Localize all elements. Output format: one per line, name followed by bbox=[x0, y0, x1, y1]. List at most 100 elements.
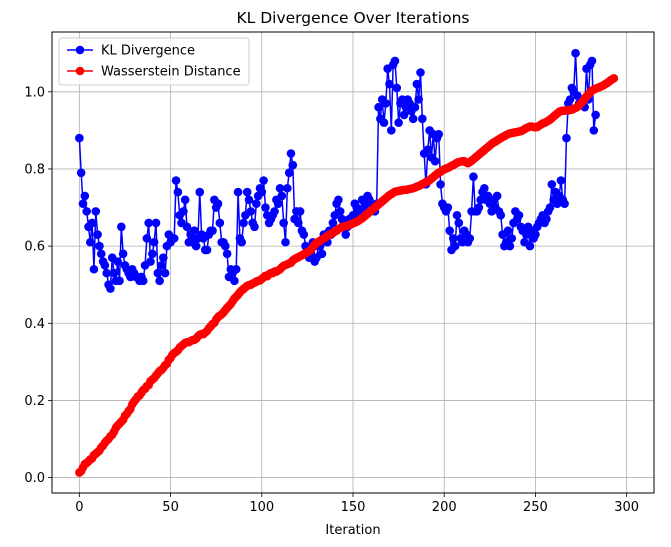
data-point bbox=[75, 133, 84, 143]
legend: KL Divergence Wasserstein Distance bbox=[58, 37, 250, 86]
data-point bbox=[571, 48, 580, 58]
series-wasserstein-distance bbox=[75, 73, 619, 477]
legend-marker bbox=[75, 66, 85, 76]
data-point bbox=[545, 203, 555, 212]
data-point bbox=[412, 79, 422, 89]
data-point bbox=[261, 203, 270, 212]
data-point bbox=[257, 187, 267, 197]
data-point bbox=[153, 268, 163, 278]
data-point bbox=[171, 176, 181, 185]
x-tick-label: 150 bbox=[341, 500, 366, 515]
data-point bbox=[295, 207, 305, 216]
data-point bbox=[155, 276, 164, 286]
data-point bbox=[259, 176, 268, 185]
data-point bbox=[328, 218, 338, 228]
data-point bbox=[587, 56, 597, 66]
data-point bbox=[410, 102, 420, 112]
data-point bbox=[474, 203, 484, 212]
data-point bbox=[284, 168, 294, 178]
data-point bbox=[525, 241, 535, 251]
data-point bbox=[80, 191, 90, 201]
data-point bbox=[288, 160, 298, 170]
data-point bbox=[283, 183, 292, 193]
data-point bbox=[89, 264, 99, 274]
series-kl-divergence bbox=[75, 48, 600, 293]
data-point bbox=[286, 149, 296, 158]
data-point bbox=[507, 234, 517, 243]
data-point bbox=[138, 276, 148, 286]
data-point bbox=[87, 218, 97, 228]
data-point bbox=[109, 268, 119, 278]
data-point bbox=[556, 176, 566, 185]
data-point bbox=[542, 214, 551, 224]
data-point bbox=[144, 218, 153, 228]
data-point bbox=[450, 241, 460, 251]
data-point bbox=[242, 187, 252, 197]
data-point bbox=[449, 234, 458, 243]
data-point bbox=[246, 207, 256, 216]
data-point bbox=[270, 207, 279, 216]
data-point bbox=[113, 257, 122, 266]
data-point bbox=[91, 207, 101, 216]
data-point bbox=[452, 210, 462, 220]
data-point bbox=[180, 195, 190, 205]
data-point bbox=[148, 249, 157, 259]
data-point bbox=[443, 203, 453, 212]
y-tick-label: 0.4 bbox=[24, 317, 45, 332]
data-point bbox=[151, 218, 161, 228]
data-point bbox=[379, 118, 389, 127]
data-point bbox=[469, 172, 478, 181]
data-point bbox=[250, 222, 259, 232]
data-point bbox=[503, 226, 513, 235]
data-point bbox=[273, 199, 283, 208]
data-point bbox=[191, 241, 201, 251]
data-point bbox=[496, 210, 506, 220]
legend-label: KL Divergence bbox=[101, 44, 195, 59]
data-point bbox=[118, 249, 128, 259]
x-tick-label: 300 bbox=[614, 500, 639, 515]
data-point bbox=[293, 218, 303, 228]
data-point bbox=[102, 268, 112, 278]
data-point bbox=[149, 237, 159, 247]
data-point bbox=[562, 133, 571, 143]
data-point bbox=[416, 68, 425, 77]
data-point bbox=[160, 268, 170, 278]
data-point bbox=[222, 249, 232, 259]
data-point bbox=[609, 73, 619, 83]
data-point bbox=[213, 199, 223, 208]
data-point bbox=[335, 207, 345, 216]
chart-title: KL Divergence Over Iterations bbox=[237, 9, 470, 27]
data-point bbox=[560, 199, 569, 208]
data-point bbox=[390, 56, 400, 66]
data-point bbox=[179, 207, 188, 216]
data-point bbox=[221, 241, 230, 251]
legend-marker bbox=[75, 45, 85, 55]
data-point bbox=[208, 226, 217, 235]
data-point bbox=[299, 230, 309, 239]
axis-ticks: 0 50 100 150 200 250 300 0.0 0.2 0.4 0.6 0.8 1.0 bbox=[24, 85, 639, 515]
data-point bbox=[589, 126, 599, 135]
legend-label: Wasserstein Distance bbox=[101, 65, 241, 80]
plot-series bbox=[75, 48, 619, 477]
x-tick-label: 0 bbox=[75, 500, 83, 515]
data-point bbox=[436, 180, 445, 189]
data-point bbox=[547, 180, 557, 189]
legend-box bbox=[58, 37, 250, 86]
data-point bbox=[408, 114, 418, 124]
data-point bbox=[230, 276, 239, 286]
data-point bbox=[215, 218, 225, 228]
data-point bbox=[86, 237, 95, 247]
data-point bbox=[281, 237, 290, 247]
data-point bbox=[374, 102, 383, 112]
data-point bbox=[317, 249, 327, 259]
data-point bbox=[392, 83, 402, 93]
data-point bbox=[106, 284, 115, 293]
data-point bbox=[117, 222, 126, 232]
data-point bbox=[237, 237, 247, 247]
data-point bbox=[158, 253, 168, 262]
data-point bbox=[231, 264, 241, 274]
data-point bbox=[93, 230, 102, 239]
data-point bbox=[252, 199, 261, 208]
data-point bbox=[95, 241, 104, 251]
